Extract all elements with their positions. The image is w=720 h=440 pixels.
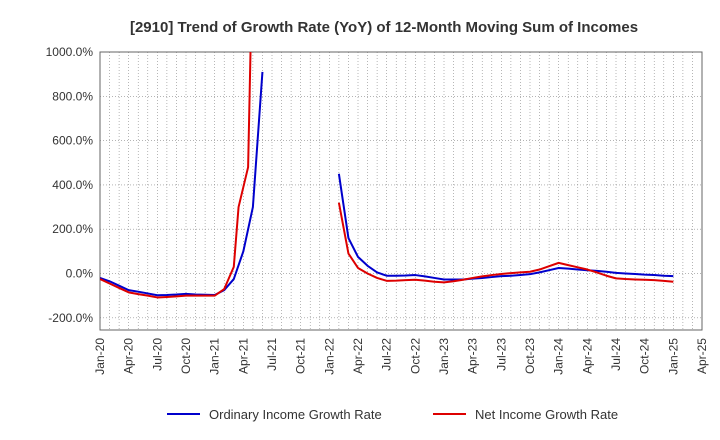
x-tick-label: Jul-21: [265, 338, 279, 371]
x-tick-label: Apr-20: [122, 338, 136, 374]
y-tick-label: 600.0%: [52, 134, 93, 148]
x-tick-label: Jan-22: [322, 338, 336, 375]
x-tick-label: Oct-24: [638, 338, 652, 374]
x-tick-label: Apr-22: [351, 338, 365, 374]
legend-label-ordinary-income: Ordinary Income Growth Rate: [209, 407, 382, 422]
y-tick-label: 400.0%: [52, 178, 93, 192]
y-tick-label: 800.0%: [52, 89, 93, 103]
plot-area: [99, 51, 703, 331]
series-line-ordinary-income: [100, 71, 264, 297]
series-layer: [100, 52, 674, 299]
x-tick-label: Jan-21: [208, 338, 222, 375]
chart-title: [2910] Trend of Growth Rate (YoY) of 12-…: [130, 19, 638, 36]
axis-layer: 1000.0% 800.0% 600.0% 400.0% 200.0% 0.0% -200.…: [46, 45, 709, 375]
x-tick-label: Jul-22: [380, 338, 394, 371]
x-tick-label: Jul-23: [494, 338, 508, 371]
x-tick-label: Jan-24: [552, 338, 566, 375]
x-tick-label: Apr-24: [580, 338, 594, 374]
y-tick-label: 0.0%: [66, 267, 94, 281]
plot-frame: [99, 51, 703, 331]
x-tick-label: Oct-22: [408, 338, 422, 374]
x-tick-label: Jul-24: [609, 338, 623, 371]
x-tick-label: Oct-20: [179, 338, 193, 374]
x-tick-label: Oct-21: [294, 338, 308, 374]
x-tick-label: Oct-23: [523, 338, 537, 374]
x-tick-label: Jan-20: [93, 338, 107, 375]
series-line-ordinary-income: [337, 173, 674, 281]
y-tick-label: -200.0%: [48, 311, 93, 325]
legend: Ordinary Income Growth Rate Net Income Gr…: [167, 407, 618, 422]
x-tick-label: Jan-23: [437, 338, 451, 375]
grid-layer: [99, 51, 703, 331]
y-tick-label: 200.0%: [52, 222, 93, 236]
series-line-net-income: [100, 52, 252, 299]
x-tick-label: Apr-23: [466, 338, 480, 374]
legend-label-net-income: Net Income Growth Rate: [475, 407, 618, 422]
x-tick-label: Jul-20: [150, 338, 164, 371]
x-tick-label: Apr-25: [695, 338, 709, 374]
y-tick-label: 1000.0%: [46, 45, 94, 59]
x-tick-label: Apr-21: [236, 338, 250, 374]
x-tick-label: Jan-25: [666, 338, 680, 375]
series-line-net-income: [337, 202, 674, 284]
